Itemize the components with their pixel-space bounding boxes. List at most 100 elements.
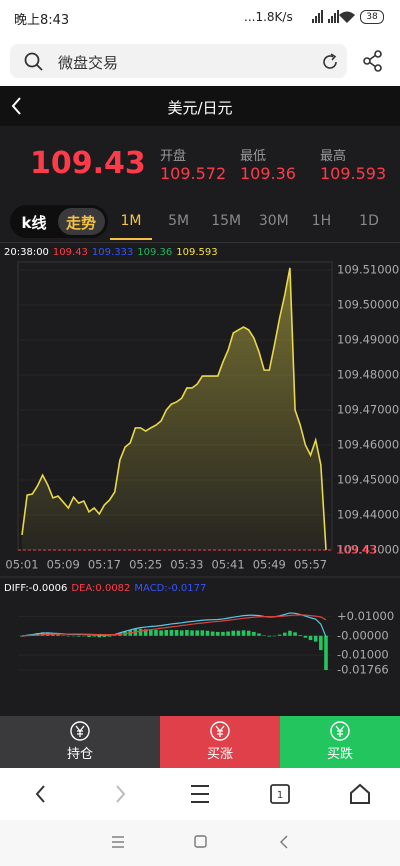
stat-value: 109.572 [160, 164, 227, 183]
y-tick-label: -0.00000 [337, 628, 389, 642]
macd-bar [319, 635, 323, 651]
macd-bar [112, 635, 117, 636]
sys-back[interactable] [280, 835, 288, 849]
macd-bar [200, 630, 205, 636]
action-button[interactable] [0, 716, 160, 768]
mode-tab[interactable]: 走势 [65, 214, 96, 232]
y-tick-label: 109.51000 [337, 263, 399, 277]
x-tick-label: 05:01 [5, 558, 38, 572]
stat-label: 最高 [320, 149, 347, 164]
macd-bar [179, 630, 184, 636]
macd-bar [324, 635, 328, 670]
macd-bar [40, 632, 45, 636]
search-box[interactable] [10, 44, 347, 78]
chart-time: 20:38:00 [4, 247, 49, 258]
mode-tab[interactable]: k线 [21, 214, 47, 232]
macd-bar [149, 629, 153, 636]
macd-bar [107, 635, 112, 637]
charts: 109.51000 109.50000 109.49000 109.48000 109.… [0, 247, 400, 677]
x-tick-label: 05:09 [47, 558, 80, 572]
macd-bar [257, 633, 261, 636]
legend-item: 109.43 [53, 247, 88, 258]
action-button[interactable] [280, 716, 400, 768]
period-tab[interactable]: 15M [211, 213, 242, 229]
x-tick-label: 05:57 [294, 558, 327, 572]
y-tick-label: 109.48000 [337, 368, 399, 382]
y-tick-label: +0.01000 [337, 609, 394, 623]
macd-bar [154, 629, 158, 636]
nav-menu[interactable] [191, 785, 209, 803]
legend-item: 109.36 [137, 247, 172, 258]
macd-bar [221, 631, 225, 636]
signal-icons [312, 10, 339, 23]
nav-home[interactable] [350, 783, 370, 804]
y-tick-label: 109.45000 [337, 473, 399, 487]
macd-bar [66, 635, 71, 637]
macd-bar [138, 628, 143, 636]
legend-item: DIFF:-0.0006 [4, 583, 67, 594]
search-icon [24, 52, 43, 71]
period-tab[interactable]: 1D [359, 213, 379, 229]
macd-bar [277, 634, 282, 636]
macd-bar [76, 635, 81, 637]
last-price-label: 109.43 [336, 543, 376, 557]
macd-bar [303, 635, 308, 638]
sys-home[interactable] [194, 835, 207, 848]
macd-bar [267, 635, 272, 637]
macd-bar [241, 630, 246, 636]
x-tick-label: 05:49 [253, 558, 286, 572]
x-tick-label: 05:17 [88, 558, 121, 572]
status-time: 晚上8:43 [14, 13, 70, 28]
y-tick-label: 109.43000 [337, 543, 399, 557]
macd-bar [97, 635, 102, 638]
y-tick-label: 109.46000 [337, 438, 399, 452]
y-tick-label: 109.44000 [337, 508, 399, 522]
macd-bar [164, 629, 169, 636]
macd-line [21, 614, 327, 637]
macd-bar [61, 635, 66, 636]
tab-count: 1 [277, 790, 283, 801]
macd-bar [169, 629, 174, 636]
y-tick-label: 109.47000 [337, 403, 399, 417]
wifi-icon [339, 11, 355, 23]
current-price: 109.43 [30, 146, 146, 181]
macd-bar [308, 635, 313, 641]
back-button[interactable] [10, 96, 24, 116]
stat-value: 109.593 [320, 164, 387, 183]
nav-forward[interactable] [116, 785, 126, 803]
macd-bar [226, 631, 230, 636]
y-tick-label: -0.01766 [337, 663, 389, 677]
divider [0, 242, 400, 243]
macd-bar [298, 635, 303, 636]
share-icon[interactable] [362, 50, 384, 72]
macd-bar [159, 630, 163, 636]
price-area [22, 267, 326, 550]
refresh-icon[interactable] [320, 52, 340, 72]
period-tab[interactable]: 30M [258, 213, 289, 229]
nav-back[interactable] [35, 785, 45, 803]
action-label: 买涨 [206, 747, 233, 762]
period-tab[interactable]: 5M [168, 213, 190, 229]
macd-bar [272, 635, 277, 637]
macd-bar [282, 632, 287, 636]
search-text: 微盘交易 [58, 54, 119, 72]
period-tab[interactable]: 1H [311, 213, 332, 229]
macd-bar [92, 635, 96, 637]
macd-bar [102, 635, 107, 637]
macd-bar [215, 631, 220, 636]
x-tick-label: 05:25 [129, 558, 162, 572]
action-button[interactable] [160, 716, 280, 768]
macd-bar [56, 634, 60, 636]
macd-bar [293, 632, 297, 636]
action-label: 买跌 [326, 747, 353, 762]
nav-tabs[interactable] [270, 784, 290, 804]
macd-bar [82, 635, 86, 637]
legend-item: DEA:0.0082 [71, 583, 130, 594]
price-line [21, 267, 327, 551]
macd-bar [288, 630, 292, 636]
macd-bar [87, 635, 91, 637]
period-tab[interactable]: 1M [120, 213, 142, 229]
y-tick-label: 109.50000 [337, 298, 399, 312]
action-icon [70, 721, 90, 741]
